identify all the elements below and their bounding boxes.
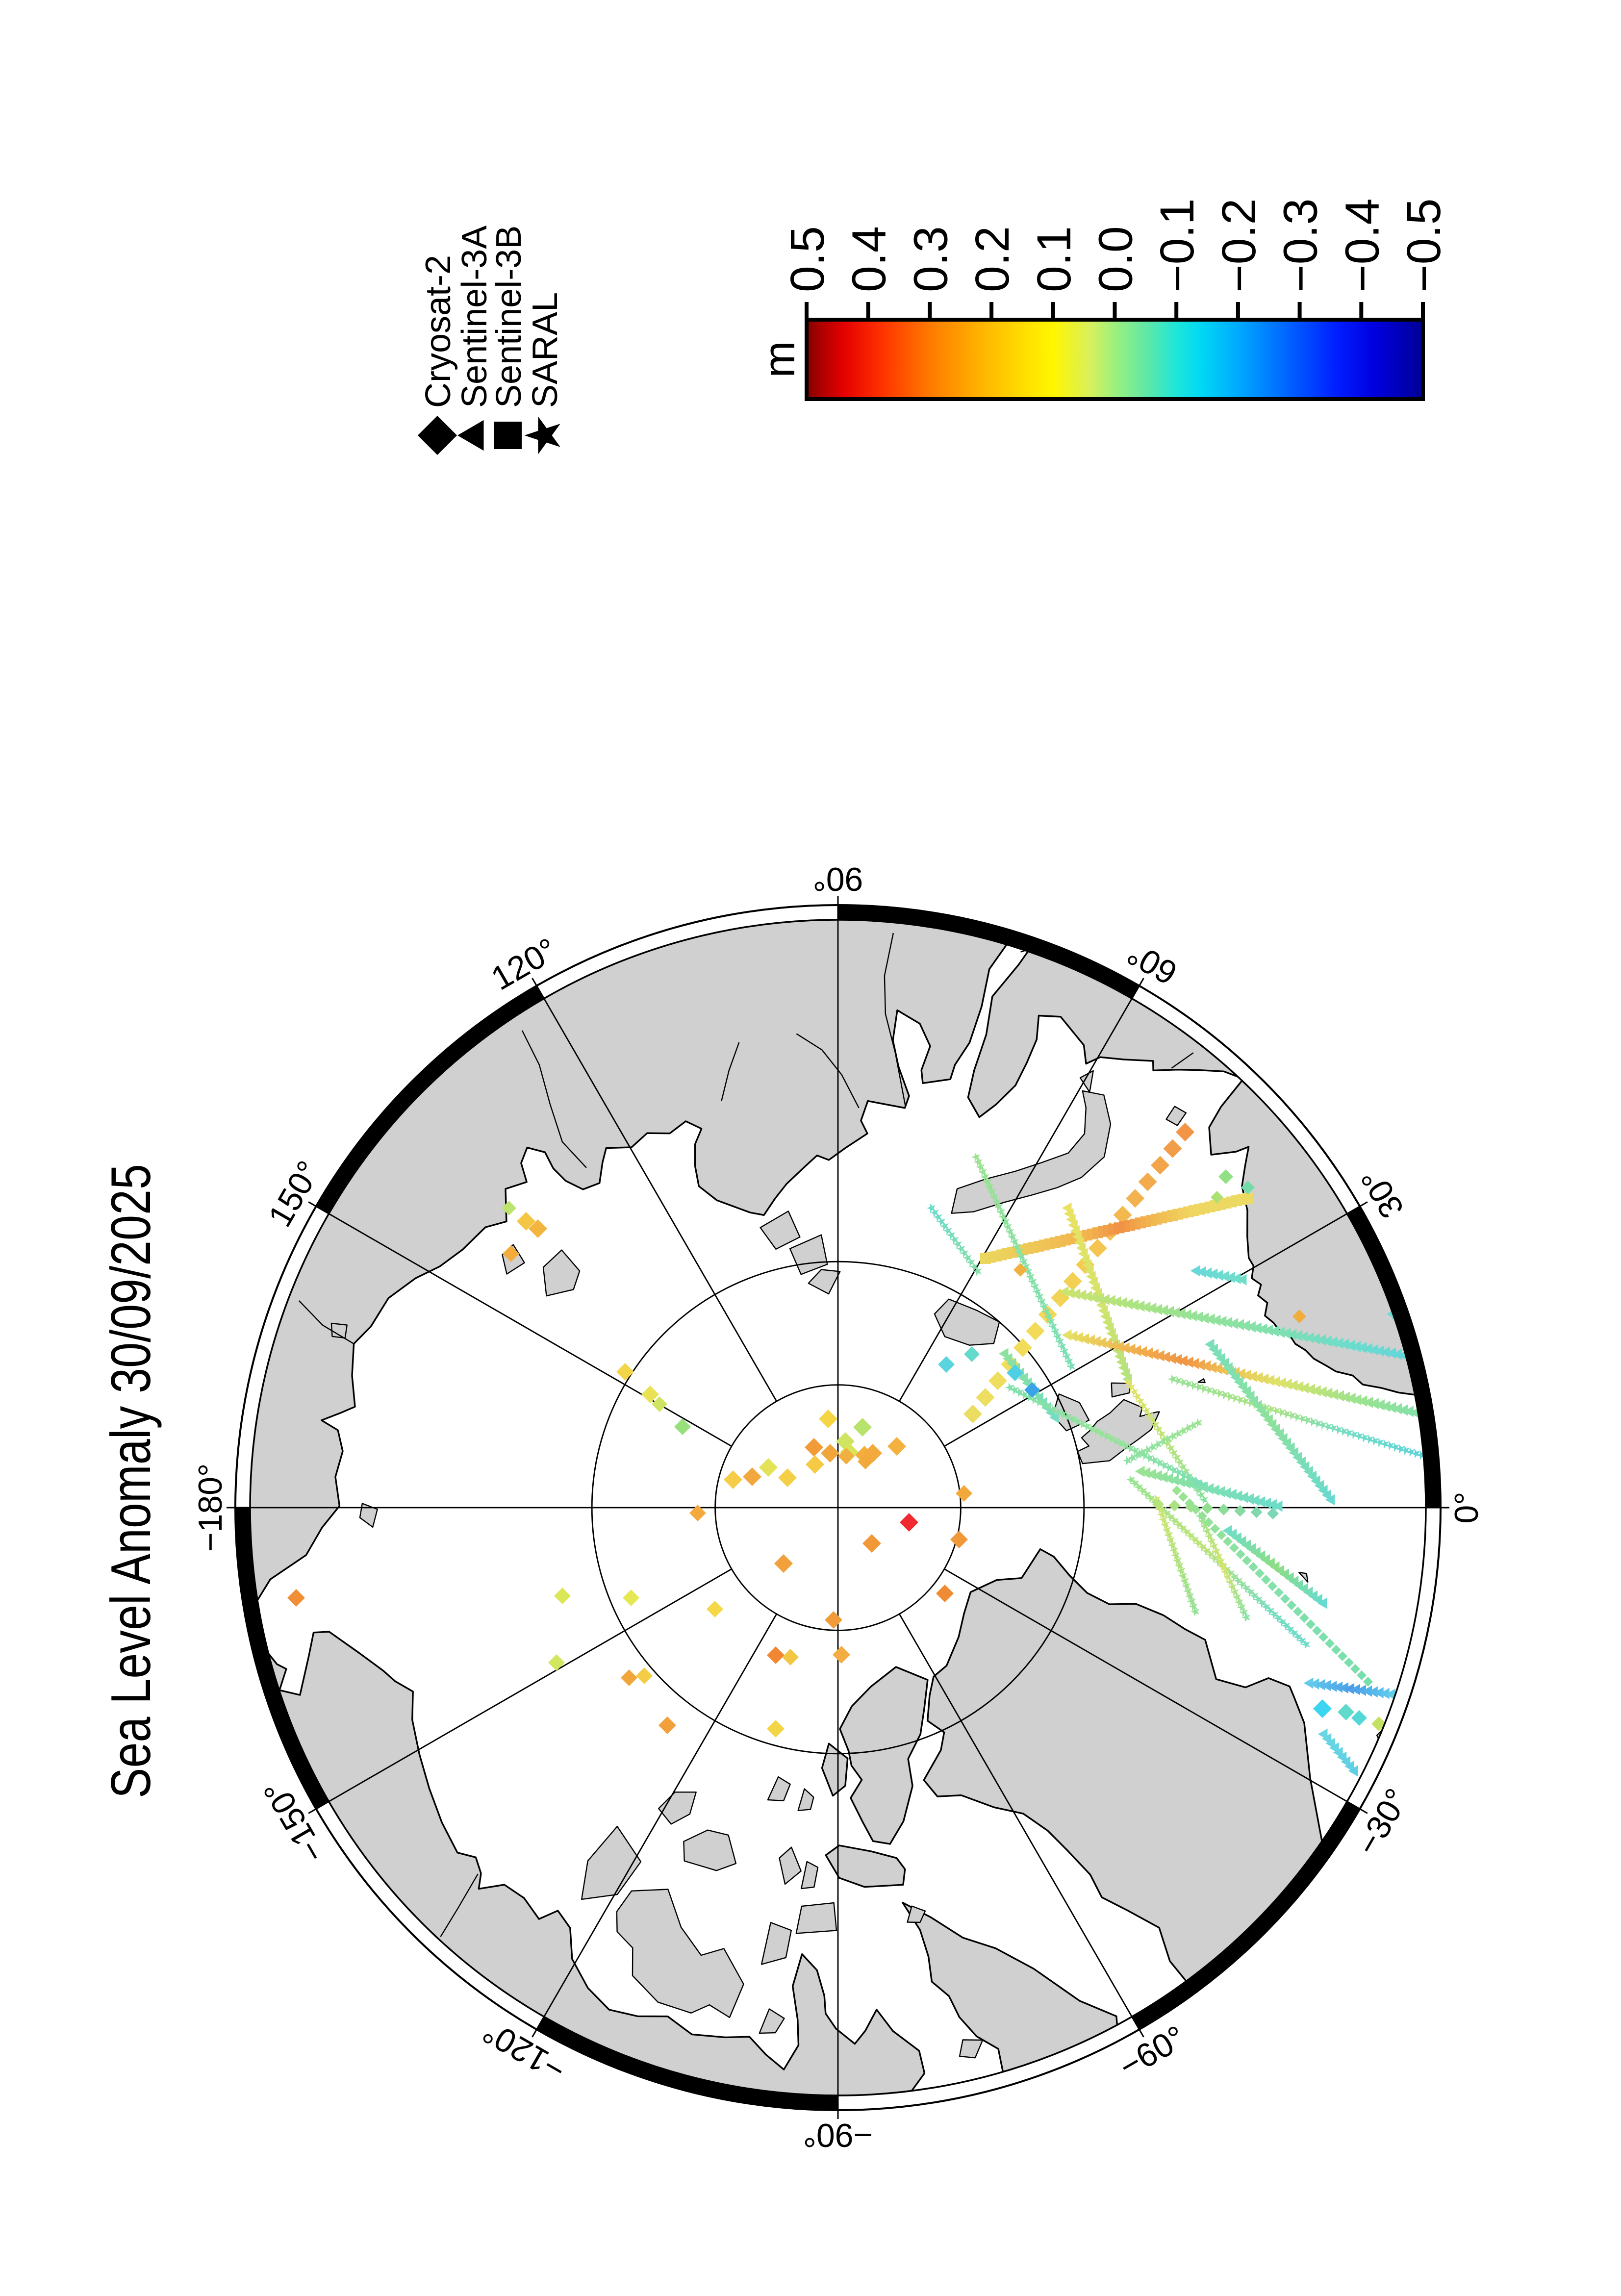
svg-text:0.5: 0.5 [781, 226, 834, 292]
svg-text:Cryosat-2: Cryosat-2 [419, 255, 458, 408]
svg-text:−0.1: −0.1 [1150, 199, 1204, 293]
svg-text:0.1: 0.1 [1027, 226, 1081, 292]
svg-text:0.3: 0.3 [904, 226, 957, 292]
svg-text:0.0: 0.0 [1089, 226, 1142, 292]
svg-text:0.2: 0.2 [965, 226, 1019, 292]
svg-text:−0.5: −0.5 [1397, 199, 1450, 293]
svg-text:90°: 90° [813, 860, 863, 898]
svg-text:Sentinel-3A: Sentinel-3A [455, 226, 494, 408]
svg-text:−0.4: −0.4 [1335, 199, 1389, 293]
svg-text:SARAL: SARAL [526, 292, 565, 408]
svg-text:0.4: 0.4 [842, 226, 896, 292]
svg-text:Sentinel-3B: Sentinel-3B [489, 226, 529, 408]
svg-text:−90°: −90° [803, 2117, 873, 2154]
svg-text:−0.2: −0.2 [1212, 199, 1266, 293]
svg-text:m: m [755, 341, 804, 378]
svg-text:Sea Level Anomaly 30/09/2025: Sea Level Anomaly 30/09/2025 [100, 1164, 162, 1798]
svg-text:0°: 0° [1448, 1491, 1485, 1523]
svg-text:−180°: −180° [192, 1463, 229, 1552]
svg-text:−0.3: −0.3 [1274, 199, 1327, 293]
